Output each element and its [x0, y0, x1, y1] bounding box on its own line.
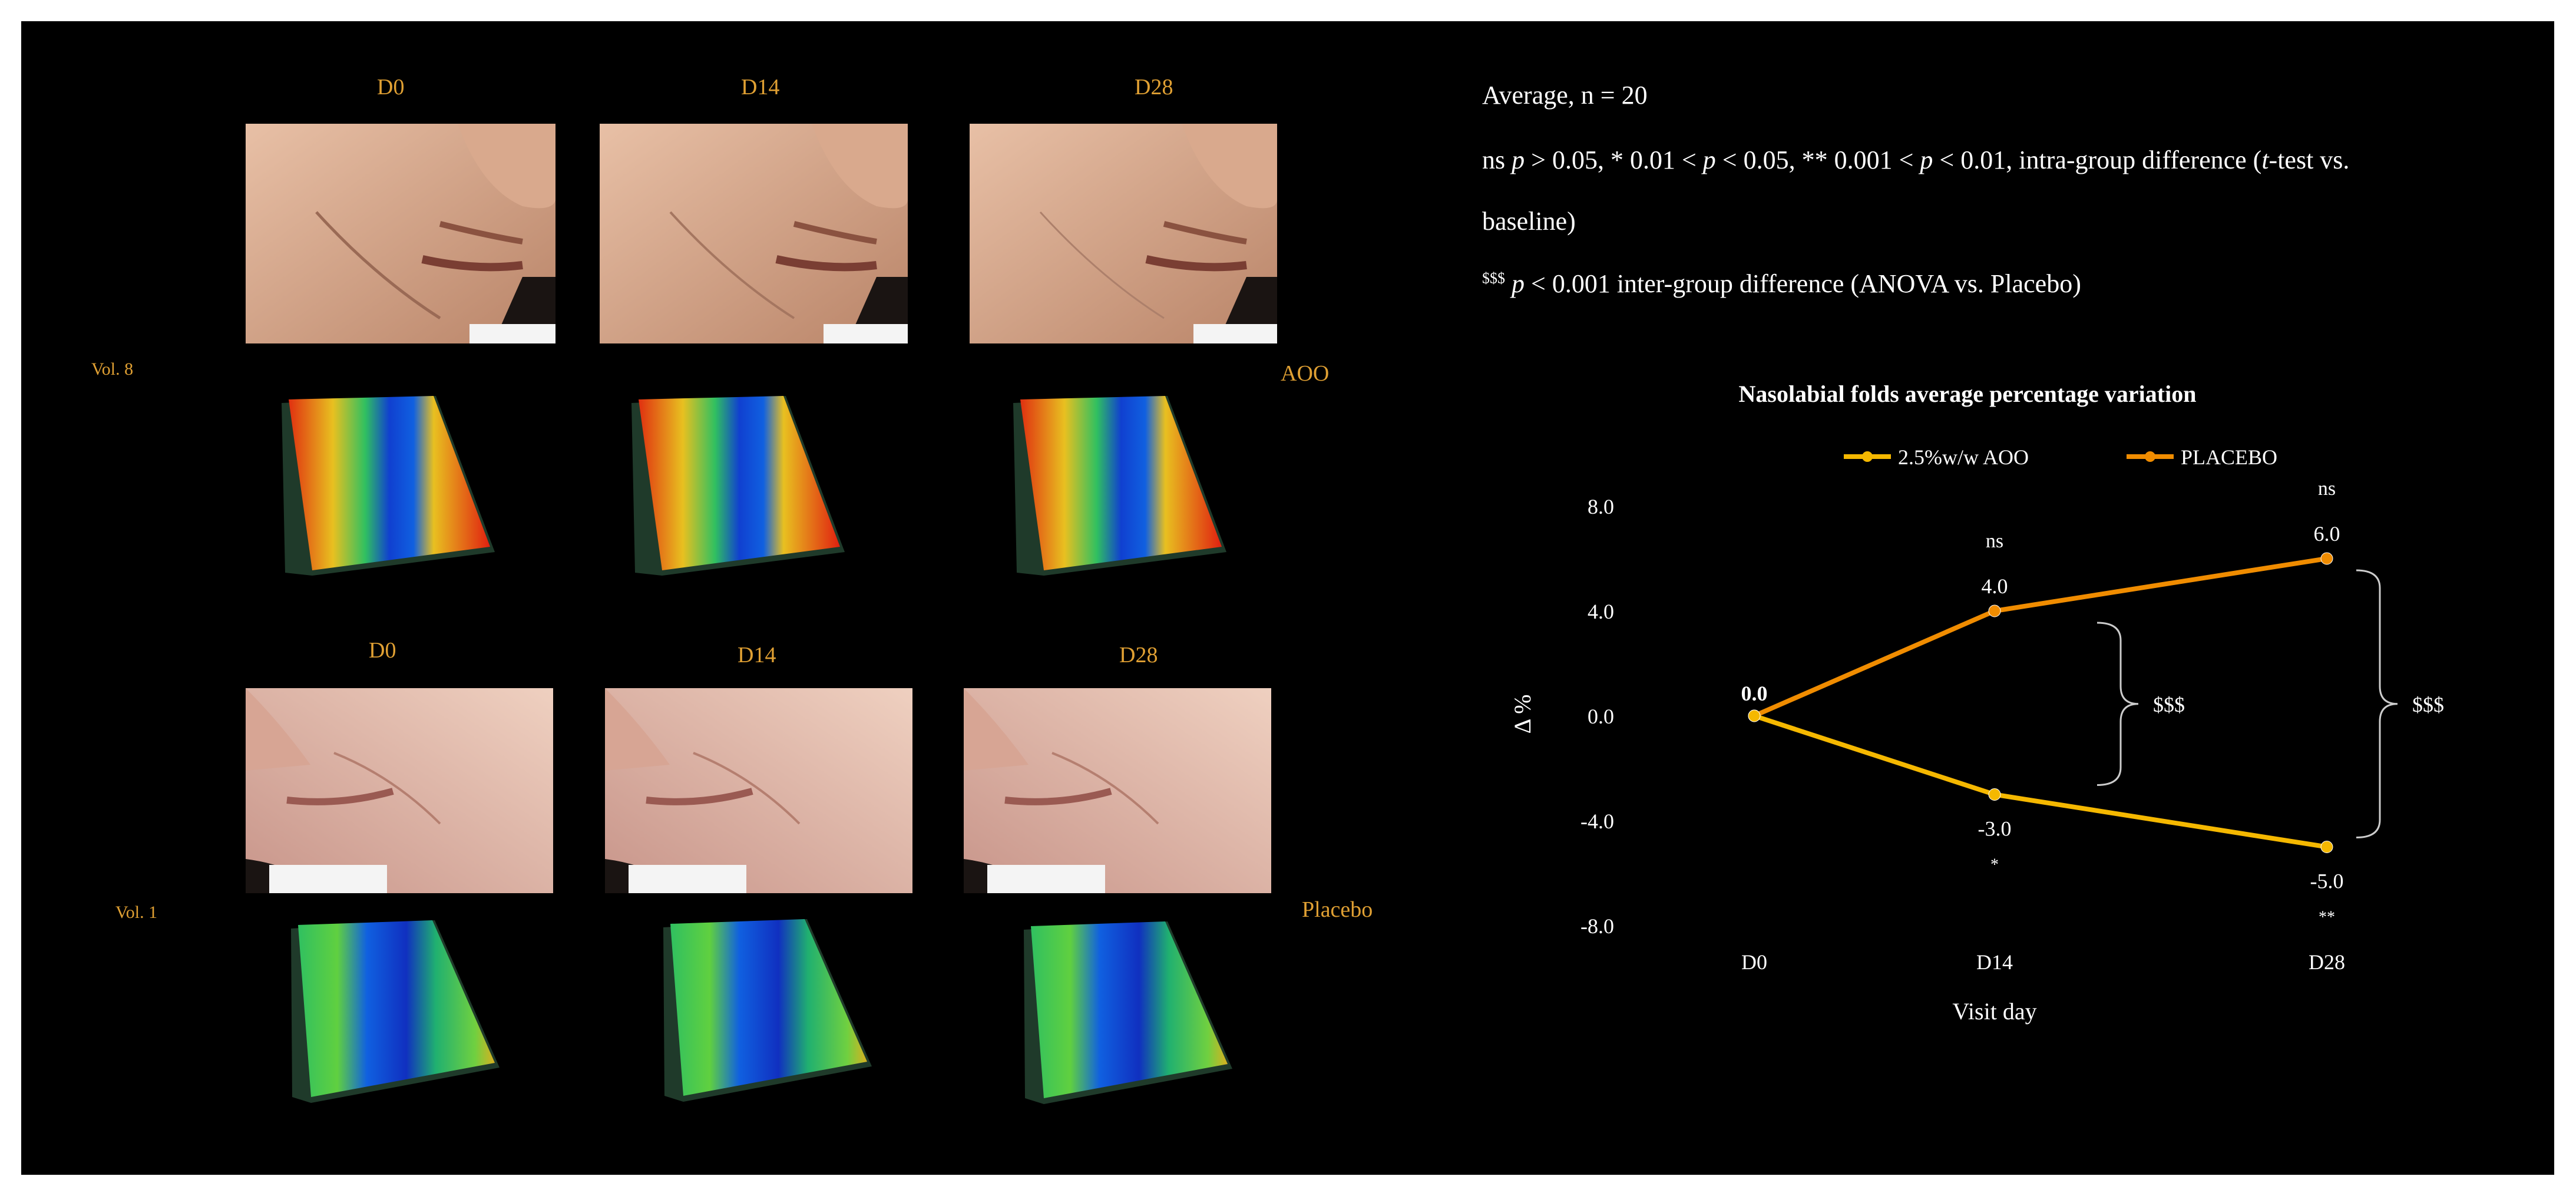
note-text: > 0.05, * 0.01 < [1525, 146, 1703, 174]
day-label-d0-placebo: D0 [369, 638, 396, 663]
face-photo-placebo-d0 [246, 688, 553, 893]
data-point-aoo [1748, 709, 1761, 722]
data-point-placebo [1988, 604, 2001, 617]
y-axis-label: Δ % [1509, 695, 1536, 734]
wrinkle-scan-aoo-d28 [1008, 396, 1232, 584]
x-tick-label: D28 [2309, 950, 2345, 974]
legend-marker-placebo [2145, 451, 2155, 462]
x-tick-label: D14 [1976, 950, 2013, 974]
chart-title: Nasolabial folds average percentage vari… [1739, 381, 2197, 407]
subject-label-vol-1: Vol. 1 [115, 903, 158, 922]
series-line-aoo [1753, 713, 2327, 850]
note-italic-t: t [2261, 146, 2269, 174]
note-sample-size: Average, n = 20 [1482, 81, 1648, 110]
note-sup: $$$ [1482, 269, 1505, 287]
wrinkle-scan-placebo-d0 [287, 920, 500, 1109]
data-point-placebo [2320, 552, 2333, 565]
wrinkle-scan-placebo-d14 [660, 919, 872, 1108]
data-label-placebo: 4.0 [1982, 574, 2008, 598]
note-text [1505, 269, 1512, 298]
day-label-d14-placebo: D14 [738, 643, 776, 668]
note-text: < 0.01, intra-group difference ( [1933, 146, 2262, 174]
data-label-aoo: -3.0 [1978, 817, 2012, 841]
legend-label-placebo: PLACEBO [2181, 445, 2277, 469]
y-tick-label: -4.0 [1580, 810, 1614, 833]
day-label-d28-placebo: D28 [1119, 643, 1158, 668]
data-label-placebo: 6.0 [2314, 522, 2340, 546]
group-label-placebo: Placebo [1302, 897, 1373, 922]
significance-label-placebo: ns [1986, 530, 2003, 552]
y-tick-label: 0.0 [1588, 705, 1614, 728]
data-point-aoo [2320, 841, 2333, 853]
significance-label-placebo: ns [2318, 478, 2336, 500]
significance-bracket [2356, 569, 2398, 838]
y-tick-label: 8.0 [1588, 495, 1614, 518]
group-label-aoo: AOO [1281, 361, 1330, 386]
face-photo-aoo-d0 [246, 124, 555, 343]
note-text: < 0.001 inter-group difference (ANOVA vs… [1525, 269, 2081, 298]
data-label-aoo: -5.0 [2310, 870, 2344, 893]
face-photo-placebo-d14 [605, 688, 912, 893]
face-photo-aoo-d14 [600, 124, 908, 343]
x-tick-label: D0 [1741, 950, 1767, 974]
wrinkle-scan-aoo-d14 [627, 396, 851, 584]
x-axis-label: Visit day [1952, 998, 2036, 1025]
note-text: < 0.05, ** 0.001 < [1715, 146, 1920, 174]
wrinkle-scan-placebo-d28 [1020, 921, 1232, 1110]
note-italic-p: p [1920, 146, 1933, 174]
face-photo-aoo-d28 [970, 124, 1277, 343]
note-text: ns [1482, 146, 1512, 174]
data-label: 0.0 [1741, 682, 1768, 705]
bracket-label: $$$ [2153, 693, 2185, 716]
significance-label-aoo: ** [2319, 908, 2335, 927]
note-italic-p: p [1702, 146, 1716, 174]
face-photo-placebo-d28 [964, 688, 1271, 893]
data-point-aoo [1988, 788, 2001, 801]
day-label-d14-aoo: D14 [741, 75, 780, 100]
legend-marker-aoo [1862, 451, 1873, 462]
line-chart: Nasolabial folds average percentage vari… [1509, 381, 2444, 1025]
note-italic-p: p [1512, 269, 1525, 298]
wrinkle-scan-aoo-d0 [277, 396, 501, 584]
note-significance-legend: ns p > 0.05, * 0.01 < p < 0.05, ** 0.001… [1482, 145, 2349, 175]
bracket-label: $$$ [2412, 693, 2444, 716]
y-tick-label: 4.0 [1588, 600, 1614, 623]
day-label-d0-aoo: D0 [377, 75, 405, 100]
significance-label-aoo: * [1990, 856, 1999, 874]
legend-label-aoo: 2.5%w/w AOO [1898, 445, 2029, 469]
significance-bracket [2096, 622, 2139, 786]
series-line-placebo [1753, 556, 2327, 718]
note-baseline: baseline) [1482, 207, 1576, 236]
subject-label-vol-8: Vol. 8 [91, 359, 134, 379]
note-text: -test vs. [2269, 146, 2350, 174]
note-italic-p: p [1512, 146, 1525, 174]
y-tick-label: -8.0 [1580, 914, 1614, 938]
note-intergroup: $$$ p < 0.001 inter-group difference (AN… [1482, 269, 2081, 299]
day-label-d28-aoo: D28 [1135, 75, 1173, 100]
